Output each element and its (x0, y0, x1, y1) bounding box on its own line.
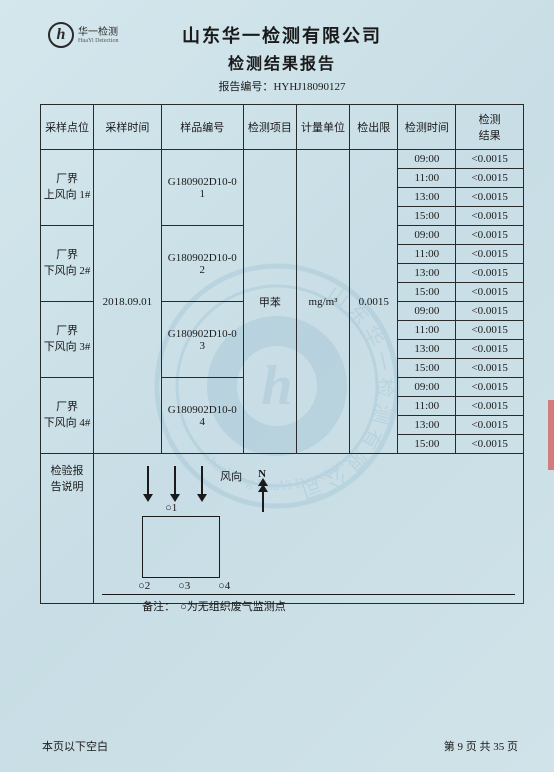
time-cell: 09:00 (398, 302, 456, 321)
table-header-row: 采样点位 采样时间 样品编号 检测项目 计量单位 检出限 检测时间 检测 结果 (41, 105, 524, 150)
point-2: ○2 (138, 580, 150, 592)
diagram: 风向 ○1 N ○2 ○3 ○4 备注： ○为无组织废气监测点 (102, 462, 515, 595)
results-table: 采样点位 采样时间 样品编号 检测项目 计量单位 检出限 检测时间 检测 结果 … (40, 104, 524, 604)
north-arrow (262, 490, 264, 512)
explain-row: 检验报告说明 风向 ○1 N ○2 ○3 ○4 备注： ○为无组织废气监测点 (41, 454, 524, 604)
footer-page: 第 9 页 共 35 页 (444, 738, 518, 754)
time-cell: 13:00 (398, 188, 456, 207)
result-cell: <0.0015 (456, 302, 524, 321)
time-cell: 15:00 (398, 207, 456, 226)
arrow-down-1 (147, 466, 149, 496)
point-4: ○4 (218, 580, 230, 592)
result-cell: <0.0015 (456, 340, 524, 359)
wind-label: 风向 (220, 468, 242, 484)
result-cell: <0.0015 (456, 188, 524, 207)
time-cell: 11:00 (398, 397, 456, 416)
col-result: 检测 结果 (456, 105, 524, 150)
sample-no-cell: G180902D10-0 2 (161, 226, 243, 302)
time-cell: 13:00 (398, 264, 456, 283)
note-divider (102, 594, 515, 595)
result-cell: <0.0015 (456, 150, 524, 169)
logo-mark: h (48, 22, 74, 48)
sample-no-cell: G180902D10-0 4 (161, 378, 243, 454)
result-cell: <0.0015 (456, 169, 524, 188)
time-cell: 11:00 (398, 321, 456, 340)
explain-diagram-cell: 风向 ○1 N ○2 ○3 ○4 备注： ○为无组织废气监测点 (94, 454, 524, 604)
col-limit: 检出限 (350, 105, 398, 150)
table-row: 厂界 上风向 1#2018.09.01G180902D10-0 1甲苯mg/m³… (41, 150, 524, 169)
result-cell: <0.0015 (456, 264, 524, 283)
report-title: 检测结果报告 (40, 50, 524, 74)
result-cell: <0.0015 (456, 435, 524, 454)
arrow-down-3 (201, 466, 203, 496)
point-3: ○3 (178, 580, 190, 592)
col-unit: 计量单位 (296, 105, 349, 150)
col-item: 检测项目 (243, 105, 296, 150)
time-cell: 09:00 (398, 150, 456, 169)
arrow-down-2 (174, 466, 176, 496)
time-cell: 15:00 (398, 435, 456, 454)
footer-blank: 本页以下空白 (42, 738, 108, 754)
result-cell: <0.0015 (456, 207, 524, 226)
result-cell: <0.0015 (456, 226, 524, 245)
result-cell: <0.0015 (456, 378, 524, 397)
time-cell: 09:00 (398, 226, 456, 245)
time-cell: 15:00 (398, 359, 456, 378)
col-sample-time: 采样时间 (94, 105, 162, 150)
report-number: 报告编号：HYHJ18090127 (40, 78, 524, 94)
col-location: 采样点位 (41, 105, 94, 150)
time-cell: 11:00 (398, 169, 456, 188)
sample-no-cell: G180902D10-0 3 (161, 302, 243, 378)
point-1: ○1 (165, 502, 177, 514)
location-cell: 厂界 下风向 4# (41, 378, 94, 454)
logo-sub: HuaYi Detection (78, 38, 119, 44)
result-cell: <0.0015 (456, 416, 524, 435)
logo: h 华一检测 HuaYi Detection (48, 22, 119, 48)
time-cell: 13:00 (398, 340, 456, 359)
item-cell: 甲苯 (243, 150, 296, 454)
result-cell: <0.0015 (456, 321, 524, 340)
location-cell: 厂界 下风向 3# (41, 302, 94, 378)
result-cell: <0.0015 (456, 245, 524, 264)
col-sample-no: 样品编号 (161, 105, 243, 150)
time-cell: 13:00 (398, 416, 456, 435)
logo-brand: 华一检测 (78, 27, 119, 38)
location-cell: 厂界 下风向 2# (41, 226, 94, 302)
diagram-box (142, 516, 220, 578)
result-cell: <0.0015 (456, 397, 524, 416)
result-cell: <0.0015 (456, 359, 524, 378)
location-cell: 厂界 上风向 1# (41, 150, 94, 226)
col-time: 检测时间 (398, 105, 456, 150)
sample-no-cell: G180902D10-0 1 (161, 150, 243, 226)
time-cell: 11:00 (398, 245, 456, 264)
time-cell: 15:00 (398, 283, 456, 302)
result-cell: <0.0015 (456, 283, 524, 302)
note-label: 备注： (142, 598, 175, 614)
time-cell: 09:00 (398, 378, 456, 397)
sample-date-cell: 2018.09.01 (94, 150, 162, 454)
note-text: ○为无组织废气监测点 (180, 598, 286, 614)
unit-cell: mg/m³ (296, 150, 349, 454)
explain-label: 检验报告说明 (41, 454, 94, 604)
limit-cell: 0.0015 (350, 150, 398, 454)
